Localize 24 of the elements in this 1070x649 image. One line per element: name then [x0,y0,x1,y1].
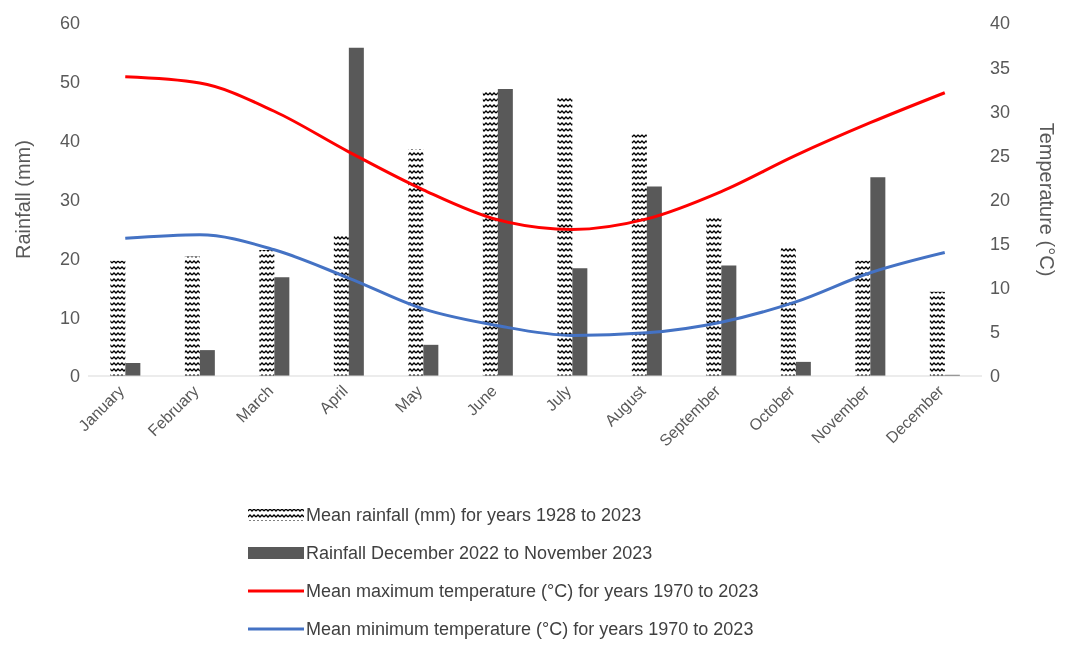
x-tick-label: July [542,382,575,415]
y2-tick-label: 30 [990,101,1011,122]
legend-label: Mean maximum temperature (°C) for years 1970 to 2023 [306,580,759,602]
y2-tick-label: 20 [990,189,1011,210]
y-tick-label: 50 [59,72,80,93]
y2-tick-label: 5 [990,322,1001,343]
y-tick-label: 10 [59,307,80,328]
x-tick-label: May [391,382,426,416]
y2-tick-label: 25 [990,145,1011,166]
legend-label: Rainfall December 2022 to November 2023 [306,542,653,564]
y-tick-label: 60 [59,13,80,34]
y-axis-title: Rainfall (mm) [12,140,35,259]
y-tick-label: 20 [59,248,80,269]
y-tick-label: 30 [59,189,80,210]
y-tick-label: 40 [59,131,80,152]
y2-axis-title: Temperature (°C) [1035,122,1058,277]
y-tick-label: 0 [69,366,80,387]
y2-tick-label: 15 [990,234,1011,255]
legend-label: Mean minimum temperature (°C) for years 1970 to 2023 [306,618,754,640]
y2-tick-label: 40 [990,13,1011,34]
legend-label: Mean rainfall (mm) for years 1928 to 2023 [306,504,642,526]
y2-tick-label: 0 [990,366,1001,387]
y2-tick-label: 35 [990,57,1011,78]
y2-tick-label: 10 [990,278,1011,299]
